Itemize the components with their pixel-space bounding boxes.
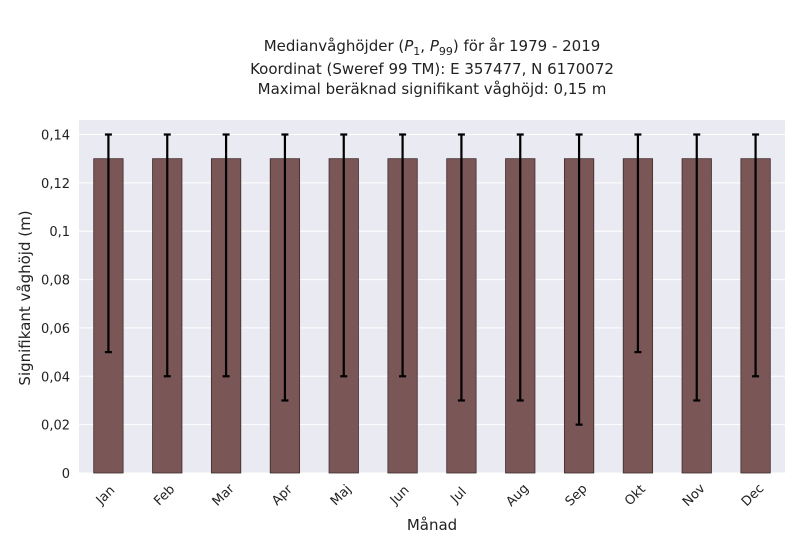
error-bar	[222, 133, 230, 378]
chart-title-line-2: Koordinat (Sweref 99 TM): E 357477, N 61…	[250, 60, 614, 78]
error-bar	[340, 133, 348, 378]
x-tick-label: Dec	[739, 481, 767, 509]
y-axis-ticks: 0 0,02 0,04 0,06 0,08 0,1 0,12 0,14	[41, 129, 70, 482]
error-bar	[457, 133, 465, 402]
x-tick-label: Nov	[680, 481, 709, 510]
y-tick-label: 0,08	[41, 274, 70, 289]
x-tick-label: Feb	[151, 482, 178, 509]
error-bar	[163, 133, 171, 378]
error-bar	[281, 133, 289, 402]
error-bar	[104, 133, 112, 354]
error-bar	[752, 133, 760, 378]
y-tick-label: 0,14	[41, 129, 70, 144]
chart-title-line-1: Medianvåghöjder (P1, P99) för år 1979 - …	[264, 37, 601, 58]
x-axis-label: Månad	[407, 516, 457, 534]
x-tick-label: Apr	[269, 482, 296, 509]
x-tick-label: Jun	[387, 483, 413, 509]
x-axis-ticks: Jan Feb Mar Apr Maj Jun Jul Aug Sep Okt Nov Dec	[93, 481, 767, 510]
x-tick-label: Mar	[210, 481, 238, 509]
y-axis-label: Signifikant våghöjd (m)	[16, 210, 34, 385]
x-tick-label: Aug	[503, 481, 532, 510]
y-tick-label: 0,06	[41, 322, 70, 337]
x-tick-label: Jan	[93, 483, 118, 508]
error-bar	[634, 133, 642, 354]
plot-area	[79, 120, 785, 473]
x-tick-label: Maj	[328, 482, 355, 509]
x-tick-label: Sep	[563, 482, 591, 510]
y-tick-label: 0	[62, 467, 70, 482]
y-tick-label: 0,12	[41, 177, 70, 192]
y-tick-label: 0,02	[41, 419, 70, 434]
error-bar	[516, 133, 524, 402]
y-tick-label: 0,04	[41, 370, 70, 385]
x-tick-label: Okt	[622, 482, 649, 509]
error-bar	[575, 133, 583, 426]
y-tick-label: 0,1	[49, 225, 70, 240]
error-bars	[104, 133, 760, 426]
chart-title-line-3: Maximal beräknad signifikant våghöjd: 0,…	[258, 80, 607, 98]
error-bar	[693, 133, 701, 402]
error-bar	[399, 133, 407, 378]
grid-lines	[79, 134, 785, 474]
x-tick-label: Jul	[447, 485, 469, 507]
